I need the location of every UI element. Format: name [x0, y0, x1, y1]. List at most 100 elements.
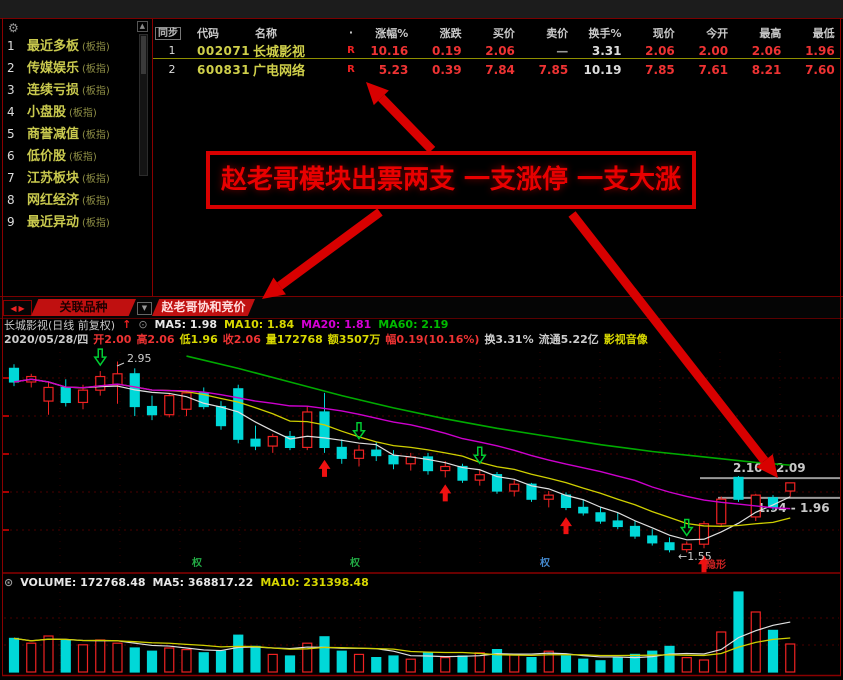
- candle: [785, 482, 796, 492]
- annotation-box: 赵老哥模块出票两支 一支涨停 一支大涨: [206, 151, 696, 209]
- sidebar-item-低价股[interactable]: 6 低价股 (板指): [7, 145, 110, 167]
- sector-suffix: (板指): [69, 108, 97, 119]
- text-segment: 换3.31%: [484, 333, 534, 346]
- nav-right-icon[interactable]: ▶: [18, 303, 25, 313]
- table-row-002071[interactable]: 1 002071 长城影视 R 10.16 0.19 2.06 — 3.31 2.06 2.00 2.…: [153, 41, 841, 61]
- collapse-icon[interactable]: ⊙: [138, 318, 148, 331]
- stock-name: 长城影视: [253, 45, 306, 60]
- sidebar-item-最近多板[interactable]: 1 最近多板 (板指): [7, 35, 110, 57]
- table-row-600831[interactable]: 2 600831 广电网络 R 5.23 0.39 7.84 7.85 10.19 7.85 7.6…: [153, 60, 841, 80]
- stock-name: 广电网络: [253, 64, 306, 79]
- candle: [215, 405, 227, 427]
- col-header[interactable]: 卖价: [546, 26, 569, 40]
- ex-rights-marker: 权: [539, 556, 551, 569]
- volume-bar: [647, 650, 658, 673]
- col-header-code[interactable]: 代码: [197, 26, 219, 40]
- chart-title-row: 长城影视(日线 前复权) ↑ ⊙ MA5: 1.98 MA10: 1.84 MA20…: [4, 318, 456, 332]
- cell-value: 10.16: [370, 43, 409, 58]
- sidebar-item-网红经济[interactable]: 8 网红经济 (板指): [7, 189, 110, 211]
- sidebar-item-江苏板块[interactable]: 7 江苏板块 (板指): [7, 167, 110, 189]
- sidebar-item-传媒娱乐[interactable]: 2 传媒娱乐 (板指): [7, 57, 110, 79]
- sector-label: 低价股: [27, 149, 67, 164]
- ex-rights-marker: 权: [349, 556, 361, 569]
- col-header[interactable]: 现价: [652, 26, 675, 40]
- nav-left-icon[interactable]: ◀: [10, 303, 17, 313]
- text-segment: MA5: 368817.22: [152, 576, 254, 589]
- col-header-dot[interactable]: ·: [348, 26, 354, 39]
- candle: [336, 446, 347, 459]
- sector-suffix: (板指): [82, 64, 110, 75]
- sidebar-item-商誉减值[interactable]: 5 商誉减值 (板指): [7, 123, 110, 145]
- ex-rights-marker: 权: [191, 556, 203, 569]
- ma-legend: MA5: 1.98 MA10: 1.84 MA20: 1.81 MA60: 2.19: [155, 318, 456, 331]
- item-number: 5: [7, 127, 15, 141]
- volume-bar: [543, 650, 554, 673]
- col-header[interactable]: 换手%: [588, 26, 622, 40]
- volume-bar: [146, 650, 158, 673]
- volume-bar: [198, 652, 209, 673]
- up-arrow-icon: ↑: [122, 318, 132, 331]
- candle: [560, 494, 572, 508]
- cell-value: 7.60: [805, 62, 835, 77]
- sync-toggle[interactable]: 同步: [155, 26, 181, 40]
- col-header[interactable]: 今开: [706, 26, 729, 40]
- volume-bar: [371, 656, 382, 673]
- cell-value: 2.06: [485, 43, 515, 58]
- cell-value: 7.61: [698, 62, 729, 77]
- volume-bar: [181, 648, 192, 673]
- item-number: 9: [7, 215, 15, 229]
- volume-bar: [43, 635, 54, 673]
- candle: [664, 542, 675, 551]
- candle: [8, 367, 20, 383]
- text-segment: MA10: 1.84: [224, 318, 295, 331]
- ohlc-info-row: 2020/05/28/四 开2.00 高2.06 低1.96 收2.06 量172768 额…: [4, 331, 653, 346]
- scroll-up-icon[interactable]: ▲: [136, 21, 148, 32]
- tab-nav-arrows[interactable]: ◀ ▶: [3, 300, 32, 316]
- volume-bar: [250, 645, 261, 673]
- volume-bar: [267, 653, 278, 673]
- tab-related-stocks[interactable]: 关联品种: [31, 299, 136, 316]
- col-header-name[interactable]: 名称: [255, 26, 277, 40]
- sector-sidebar: ⚙ ▲ 1 最近多板 (板指) 2 传媒娱乐 (板指) 3 连续亏损 (板指) 4 小盘股 (板指) 5…: [3, 19, 151, 296]
- price-label: 2.95: [127, 352, 152, 365]
- col-header[interactable]: 最低: [812, 26, 835, 40]
- tab-zhaolaoge-auction[interactable]: 赵老哥协和竞价: [152, 299, 255, 316]
- cell-value: 5.23: [378, 62, 409, 77]
- cell-value: 10.19: [583, 62, 622, 77]
- candle: [250, 438, 261, 447]
- text-segment: 幅0.19(10.16%): [385, 333, 480, 346]
- gear-icon[interactable]: ⚙: [8, 21, 19, 35]
- candle: [319, 411, 330, 449]
- text-segment: 高2.06: [136, 333, 175, 346]
- sector-label: 江苏板块: [27, 171, 80, 186]
- sidebar-scrollbar[interactable]: [139, 34, 148, 176]
- candle: [491, 474, 503, 492]
- volume-bar: [353, 653, 365, 673]
- text-segment: 收2.06: [222, 333, 261, 346]
- candle: [440, 465, 451, 472]
- volume-bar: [388, 655, 399, 673]
- text-segment: MA20: 1.81: [301, 318, 372, 331]
- sell-signal-arrow: [352, 421, 366, 441]
- col-header[interactable]: 涨幅%: [375, 26, 409, 40]
- col-header[interactable]: 涨跌: [439, 26, 462, 40]
- scrollbar-thumb[interactable]: [141, 36, 146, 74]
- row-seq: 2: [168, 63, 176, 76]
- col-header[interactable]: 最高: [759, 26, 782, 40]
- sidebar-item-最近异动[interactable]: 9 最近异动 (板指): [7, 211, 110, 233]
- candle: [595, 512, 606, 522]
- sidebar-item-小盘股[interactable]: 4 小盘股 (板指): [7, 101, 110, 123]
- col-header[interactable]: 买价: [492, 26, 515, 40]
- candle: [112, 373, 123, 386]
- volume-bar: [8, 637, 20, 673]
- candle: [371, 449, 382, 457]
- volume-bar: [319, 636, 330, 673]
- candle: [526, 483, 537, 500]
- sidebar-item-连续亏损[interactable]: 3 连续亏损 (板指): [7, 79, 110, 101]
- candle: [302, 411, 313, 449]
- sector-suffix: (板指): [82, 196, 110, 207]
- cell-value: 7.84: [485, 62, 515, 77]
- dropdown-icon[interactable]: ▼: [137, 302, 152, 315]
- candle: [509, 483, 520, 492]
